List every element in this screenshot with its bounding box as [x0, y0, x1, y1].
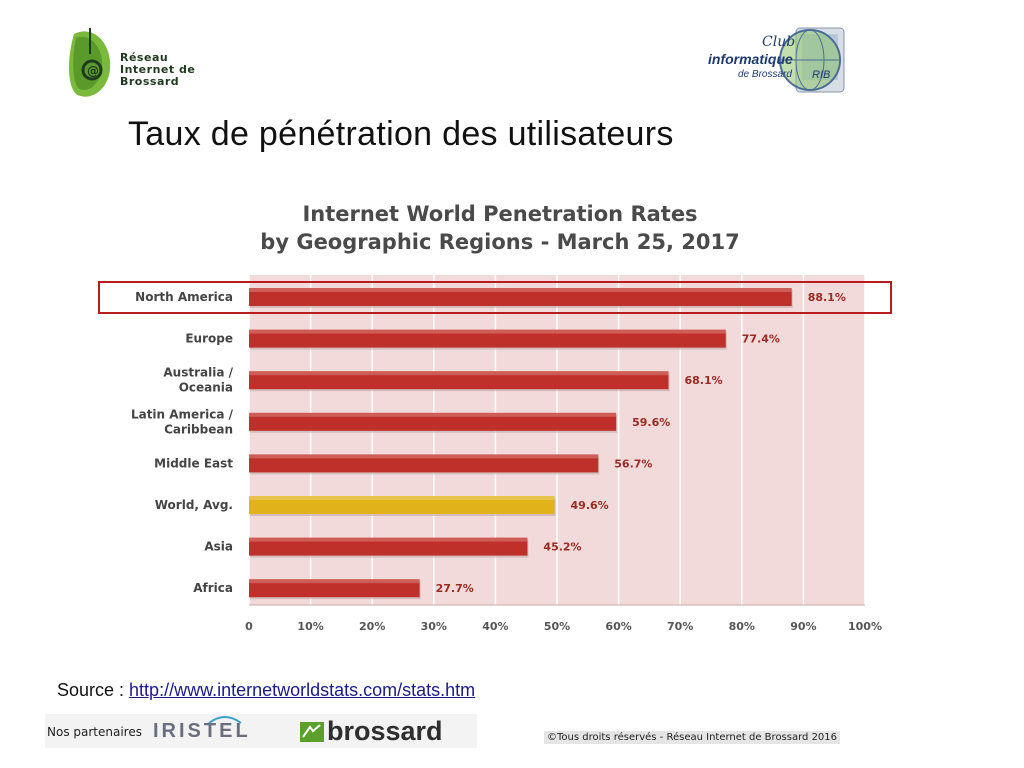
x-tick-label: 0	[245, 620, 253, 633]
bar-gloss	[249, 537, 528, 542]
brossard-logo-icon	[300, 722, 324, 742]
x-tick-label: 90%	[790, 620, 816, 633]
svg-text:RIB: RIB	[812, 69, 830, 81]
penetration-bar-chart: 0 10% 20% 30% 40% 50% 60% 70% 80% 90% 100% 88.1% Nor…	[98, 275, 892, 633]
source-label: Source :	[57, 680, 130, 700]
value-label: 88.1%	[808, 291, 846, 304]
chart-title-line2: by Geographic Regions - March 25, 2017	[260, 230, 740, 254]
club-informatique-logo: Club informatique de Brossard RIB	[700, 20, 850, 105]
bar	[249, 537, 528, 556]
value-label: 45.2%	[543, 541, 581, 554]
logo-left-text: Réseau Internet de Brossard	[120, 51, 196, 88]
reseau-internet-brossard-logo: @ Réseau Internet de Brossard	[62, 22, 217, 104]
x-tick-label: 40%	[482, 620, 508, 633]
bar	[249, 288, 792, 306]
bar	[249, 329, 726, 348]
x-tick-label: 60%	[605, 620, 631, 633]
x-tick-label: 20%	[359, 620, 385, 633]
value-label: 56.7%	[614, 457, 652, 470]
category-label: Australia /	[163, 366, 233, 380]
bar	[249, 412, 617, 431]
partners-banner: Nos partenaires IRISTEL brossard	[45, 714, 477, 748]
page-title: Taux de pénétration des utilisateurs	[128, 115, 674, 153]
category-label: North America	[135, 290, 233, 304]
copyright-notice: ©Tous droits réservés - Réseau Internet …	[544, 731, 841, 744]
bar-gloss	[249, 412, 617, 417]
category-label: Oceania	[179, 381, 233, 395]
value-label: 59.6%	[632, 416, 670, 429]
x-tick-label: 70%	[667, 620, 693, 633]
bar-gloss	[249, 496, 555, 500]
source-link[interactable]: http://www.internetworldstats.com/stats.…	[129, 680, 476, 700]
bar	[249, 579, 420, 598]
bar	[249, 454, 599, 473]
bar-gloss	[249, 454, 599, 459]
value-label: 77.4%	[742, 333, 780, 346]
source-line: Source : http://www.internetworldstats.c…	[57, 680, 475, 701]
category-label: Africa	[193, 581, 233, 595]
category-label: Caribbean	[164, 422, 233, 436]
category-label: Europe	[185, 332, 233, 346]
bar	[249, 496, 555, 514]
category-label: World, Avg.	[155, 498, 233, 512]
chart-title: Internet World Penetration Rates by Geog…	[200, 200, 800, 256]
svg-text:de Brossard: de Brossard	[738, 69, 792, 80]
x-tick-label: 30%	[421, 620, 447, 633]
iristel-logo: IRISTEL	[153, 720, 251, 742]
chart-title-line1: Internet World Penetration Rates	[302, 202, 698, 226]
value-label: 27.7%	[436, 582, 474, 595]
partners-label: Nos partenaires	[47, 725, 142, 739]
svg-text:@: @	[87, 64, 99, 78]
bar-gloss	[249, 579, 420, 584]
bar	[249, 371, 669, 390]
x-tick-label: 10%	[297, 620, 323, 633]
value-label: 49.6%	[571, 499, 609, 512]
svg-text:Club: Club	[762, 34, 795, 50]
highlight-box	[98, 281, 892, 314]
category-label: Asia	[204, 540, 233, 554]
bar-gloss	[249, 329, 726, 334]
category-label: Middle East	[154, 456, 233, 470]
club-logo-globe-icon: Club informatique de Brossard RIB	[708, 27, 845, 93]
bar-gloss	[249, 288, 792, 292]
category-label: Latin America /	[131, 407, 234, 421]
bar-gloss	[249, 371, 669, 376]
iristel-arc-icon	[208, 716, 242, 724]
x-tick-label: 80%	[729, 620, 755, 633]
logo-leaf-icon: @	[69, 28, 111, 97]
svg-text:informatique: informatique	[708, 51, 793, 67]
brossard-logo: brossard	[327, 716, 443, 746]
value-label: 68.1%	[684, 374, 722, 387]
x-tick-label: 100%	[848, 620, 882, 633]
x-tick-label: 50%	[544, 620, 570, 633]
